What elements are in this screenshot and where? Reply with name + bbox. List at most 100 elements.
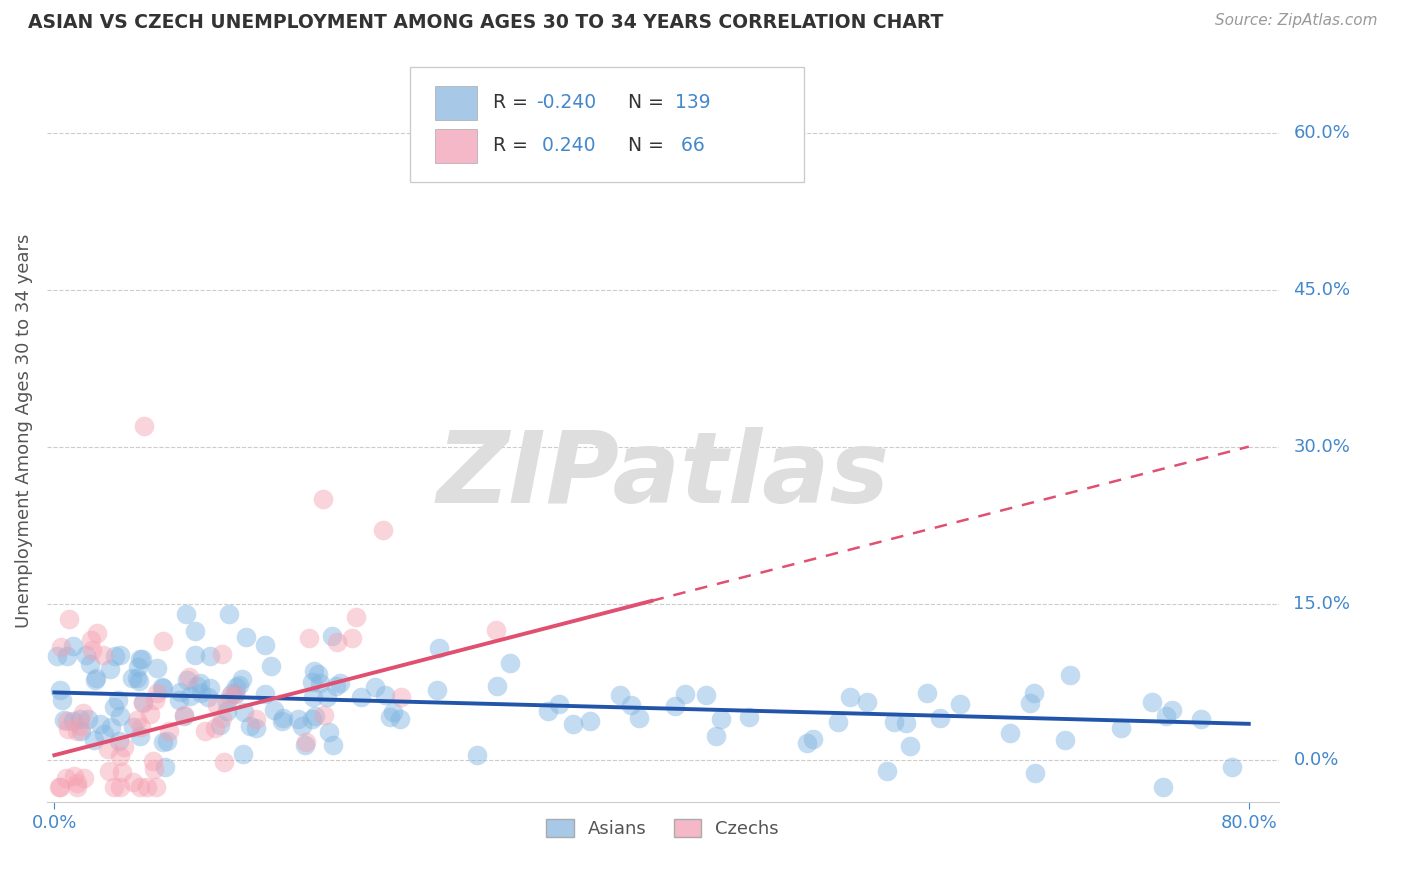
Point [232,706,254,720]
Point [374,689,396,703]
Point [97,764,120,778]
Point [620,698,643,713]
Point [695,688,717,702]
Point [232,747,254,762]
Point [1161,703,1184,717]
Point [75,648,97,662]
Point [131,652,153,666]
Point [127,659,149,673]
Point [291,719,314,733]
Point [55,648,77,663]
Point [97,741,120,756]
Point [239,719,262,733]
Point [184,624,207,639]
Point [84,671,107,685]
Point [307,667,329,681]
Point [839,690,862,704]
Point [86,625,108,640]
Text: R =: R = [492,136,527,154]
Point [1054,733,1077,747]
Point [271,711,294,725]
Text: Source: ZipAtlas.com: Source: ZipAtlas.com [1215,13,1378,29]
Point [198,648,221,663]
Point [208,718,231,732]
Point [1059,668,1081,682]
Point [827,714,849,729]
Point [169,685,191,699]
Point [485,679,508,693]
Point [129,780,152,794]
Point [219,689,242,703]
Text: N =: N = [628,136,664,154]
Point [198,681,221,695]
Point [225,680,247,694]
Point [72,771,94,785]
Point [197,690,219,705]
Point [77,712,100,726]
Point [80,633,103,648]
Point [112,739,135,754]
Point [111,764,134,779]
Point [107,692,129,706]
Point [664,698,686,713]
Text: 30.0%: 30.0% [1294,438,1350,456]
Point [1154,709,1177,723]
Point [329,676,352,690]
Point [121,671,143,685]
Point [1000,726,1022,740]
Point [235,630,257,644]
Point [49,683,72,698]
Point [204,721,226,735]
Point [125,713,148,727]
Point [80,643,103,657]
Text: ZIPatlas: ZIPatlas [436,427,890,524]
Point [211,648,233,662]
FancyBboxPatch shape [434,128,477,163]
Point [108,780,131,794]
Point [179,690,201,704]
Point [215,704,238,718]
Point [48,780,70,794]
Point [796,736,818,750]
Point [51,693,73,707]
Point [314,708,336,723]
Point [302,690,325,704]
Point [389,690,412,704]
Point [66,724,89,739]
Point [1109,721,1132,735]
Point [245,712,267,726]
Point [801,732,824,747]
Point [174,607,197,621]
Point [1140,695,1163,709]
Point [627,711,650,725]
Point [184,648,207,662]
Point [108,748,131,763]
Point [69,718,91,732]
Point [429,640,451,655]
Point [146,660,169,674]
Point [1024,766,1046,780]
Point [152,681,174,696]
Text: -0.240: -0.240 [536,93,596,112]
Point [177,670,200,684]
FancyBboxPatch shape [434,87,477,120]
Legend: Asians, Czechs: Asians, Czechs [540,812,786,846]
Point [389,713,412,727]
Point [211,711,233,725]
Point [876,764,898,778]
Point [145,780,167,794]
Point [302,664,325,678]
Text: ASIAN VS CZECH UNEMPLOYMENT AMONG AGES 30 TO 34 YEARS CORRELATION CHART: ASIAN VS CZECH UNEMPLOYMENT AMONG AGES 3… [28,13,943,32]
Point [301,675,323,690]
Point [190,686,212,700]
Point [271,714,294,728]
Point [142,754,165,768]
Point [122,775,145,789]
Point [69,713,91,727]
Point [325,635,347,649]
Point [128,729,150,743]
Point [98,662,121,676]
Point [898,739,921,753]
Text: 45.0%: 45.0% [1294,281,1351,299]
Point [381,705,404,719]
